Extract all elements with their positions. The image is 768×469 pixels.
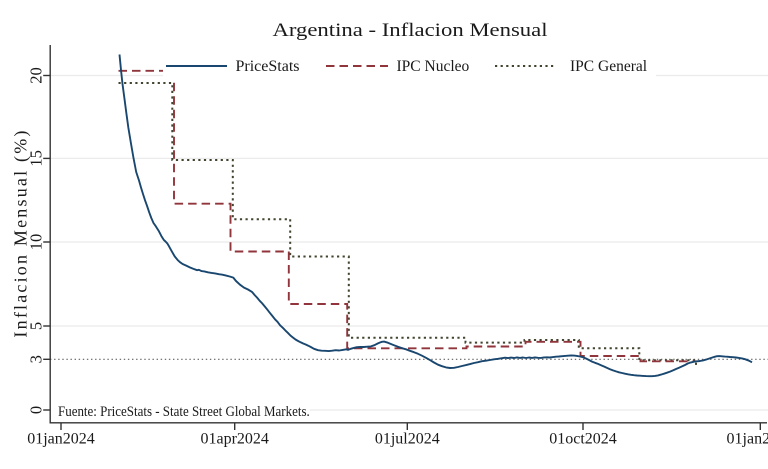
svg-text:IPC Nucleo: IPC Nucleo [397, 58, 470, 75]
svg-text:20: 20 [27, 67, 46, 84]
svg-text:Fuente: PriceStats - State Str: Fuente: PriceStats - State Street Global… [58, 404, 310, 420]
svg-text:01jul2024: 01jul2024 [375, 431, 440, 448]
svg-text:Argentina - Inflacion Mensual: Argentina - Inflacion Mensual [272, 18, 547, 40]
svg-text:15: 15 [27, 150, 46, 167]
svg-text:5: 5 [27, 322, 46, 330]
svg-text:01oct2024: 01oct2024 [549, 431, 617, 448]
svg-text:PriceStats: PriceStats [236, 58, 300, 75]
svg-text:01jan2024: 01jan2024 [27, 431, 95, 448]
svg-text:01apr2024: 01apr2024 [200, 431, 268, 448]
svg-text:0: 0 [27, 406, 46, 414]
svg-text:01jan2025: 01jan2025 [727, 431, 768, 448]
svg-text:10: 10 [27, 234, 46, 251]
svg-text:Inflacion Mensual (%): Inflacion Mensual (%) [11, 128, 32, 337]
svg-text:IPC General: IPC General [570, 58, 647, 75]
svg-text:3: 3 [27, 355, 46, 363]
